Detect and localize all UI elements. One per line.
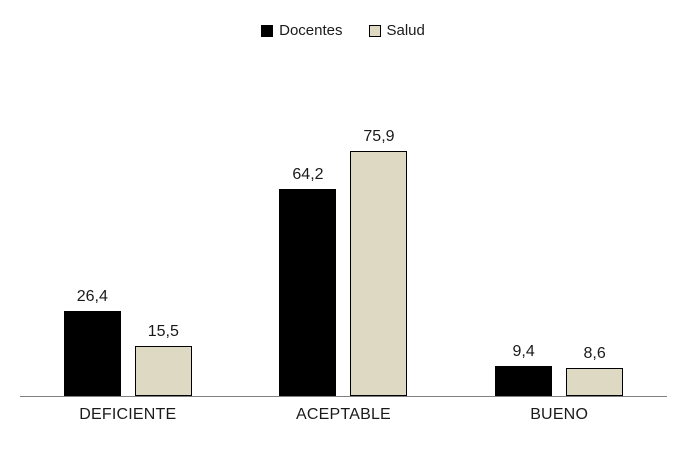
category-label-aceptable: ACEPTABLE [296, 406, 391, 423]
bar-salud-aceptable [350, 151, 408, 396]
bar-docentes-bueno [495, 366, 553, 396]
bar-group-bueno: 9,4 8,6 [495, 342, 624, 396]
bar-wrap: 26,4 [63, 287, 121, 396]
bar-wrap: 9,4 [495, 342, 553, 396]
bar-wrap: 64,2 [279, 165, 337, 396]
value-label: 26,4 [76, 288, 108, 305]
value-label: 8,6 [583, 345, 606, 362]
legend-swatch-icon [368, 24, 381, 37]
value-label: 9,4 [512, 343, 535, 360]
bar-wrap: 75,9 [350, 127, 408, 396]
category-label-bueno: BUENO [530, 406, 589, 423]
value-label: 75,9 [363, 128, 395, 145]
legend-label: Salud [386, 22, 425, 39]
legend-item-salud: Salud [368, 22, 425, 39]
value-label: 15,5 [147, 323, 179, 340]
bar-group-aceptable: 64,2 75,9 [279, 127, 408, 396]
value-label: 64,2 [292, 166, 324, 183]
bar-salud-bueno [566, 368, 624, 396]
bar-docentes-aceptable [279, 189, 337, 396]
bar-group-deficiente: 26,4 15,5 [63, 287, 192, 396]
x-axis-category-labels: DEFICIENTE ACEPTABLE BUENO [20, 406, 667, 424]
bar-salud-deficiente [134, 346, 192, 396]
bar-wrap: 15,5 [134, 322, 192, 396]
bar-wrap: 8,6 [566, 344, 624, 396]
legend-swatch-icon [261, 24, 274, 37]
bar-docentes-deficiente [63, 311, 121, 396]
chart-legend: Docentes Salud [0, 22, 686, 39]
category-label-deficiente: DEFICIENTE [79, 406, 177, 423]
legend-item-docentes: Docentes [261, 22, 343, 39]
legend-label: Docentes [279, 22, 343, 39]
plot-area: 26,4 15,5 64,2 75,9 9,4 8,6 [20, 74, 667, 397]
